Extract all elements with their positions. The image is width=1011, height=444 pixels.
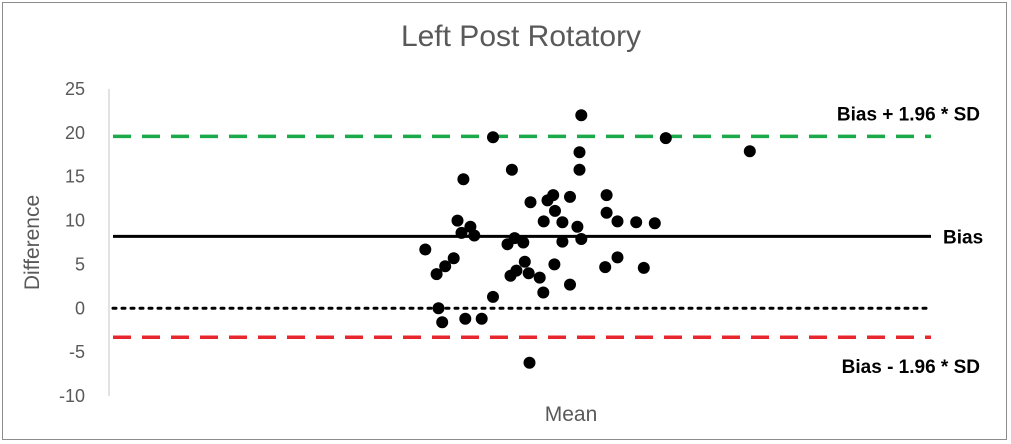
data-point xyxy=(564,278,576,291)
y-axis-title: Difference xyxy=(21,195,44,290)
lower-limit-label: Bias - 1.96 * SD xyxy=(842,357,980,378)
data-point xyxy=(524,196,537,209)
data-point xyxy=(549,204,561,217)
data-point xyxy=(564,190,576,203)
data-point xyxy=(451,214,464,227)
y-tick-label: 10 xyxy=(65,211,85,231)
data-point xyxy=(522,267,535,280)
data-point xyxy=(533,271,546,284)
bland-altman-chart: Left Post Rotatory 25 20 15 10 5 0 -5 -1… xyxy=(21,20,983,426)
data-point xyxy=(659,132,672,145)
chart-title: Left Post Rotatory xyxy=(401,20,641,53)
data-point xyxy=(510,264,523,277)
data-point xyxy=(548,258,561,271)
data-point xyxy=(487,131,499,144)
y-tick-label: 5 xyxy=(75,254,85,274)
data-point xyxy=(518,255,531,268)
reference-labels: Bias + 1.96 * SD Bias Bias - 1.96 * SD xyxy=(837,104,983,378)
data-point xyxy=(547,189,560,202)
data-point xyxy=(630,216,643,229)
data-point xyxy=(468,229,481,242)
y-tick-label: -5 xyxy=(69,342,85,362)
data-point xyxy=(436,316,449,329)
data-point xyxy=(455,226,468,239)
data-point xyxy=(600,206,613,219)
data-point xyxy=(457,173,470,186)
data-point xyxy=(573,146,586,159)
upper-limit-label: Bias + 1.96 * SD xyxy=(837,104,980,125)
data-point xyxy=(537,215,550,228)
data-point xyxy=(517,236,530,249)
data-point xyxy=(459,312,472,325)
data-point xyxy=(599,261,612,274)
data-point xyxy=(556,235,569,248)
data-point xyxy=(505,163,518,176)
data-point xyxy=(556,216,569,229)
data-point xyxy=(487,290,499,303)
data-point xyxy=(439,260,452,273)
data-point xyxy=(430,268,443,281)
y-tick-label: 15 xyxy=(65,167,85,187)
y-tick-label: 25 xyxy=(65,79,85,99)
data-point xyxy=(648,217,661,230)
data-point xyxy=(611,251,624,264)
data-point xyxy=(637,261,650,274)
data-point xyxy=(475,312,488,325)
x-axis-title: Mean xyxy=(545,403,598,426)
data-point xyxy=(447,252,460,265)
data-point xyxy=(571,220,584,233)
y-tick-label: -10 xyxy=(59,386,85,406)
data-point xyxy=(432,302,445,315)
bias-label: Bias xyxy=(943,227,983,248)
data-point xyxy=(575,233,588,245)
data-point xyxy=(611,215,624,228)
reference-lines xyxy=(111,134,933,339)
data-point xyxy=(575,109,588,122)
data-point xyxy=(600,189,613,202)
data-point xyxy=(523,356,536,369)
data-point xyxy=(537,286,550,299)
y-tick-label: 20 xyxy=(65,123,85,143)
y-tick-labels: 25 20 15 10 5 0 -5 -10 xyxy=(59,79,85,406)
data-points xyxy=(419,109,756,369)
data-point xyxy=(573,163,586,176)
data-point xyxy=(419,243,432,256)
y-tick-label: 0 xyxy=(75,298,85,318)
data-point xyxy=(743,145,756,158)
